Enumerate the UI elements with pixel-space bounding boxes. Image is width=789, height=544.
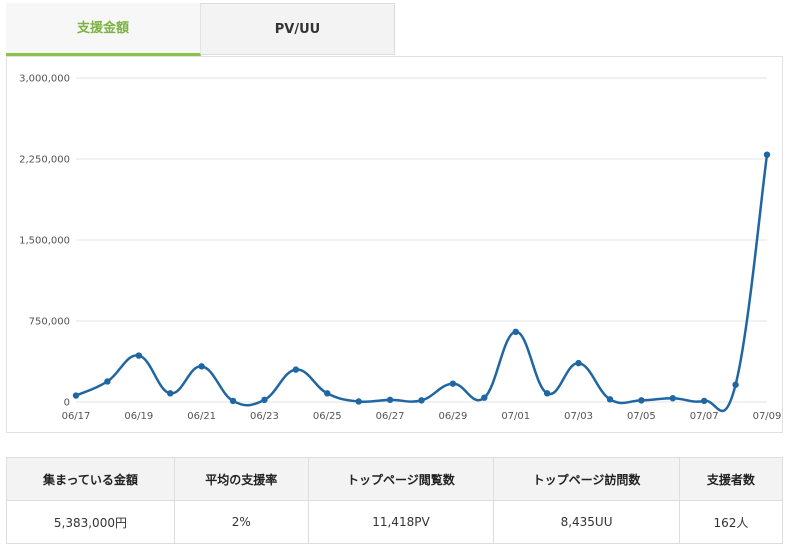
header-total-amount: 集まっている金額	[6, 457, 175, 501]
tab-pv-uu[interactable]: PV/UU	[201, 3, 395, 55]
data-point[interactable]	[292, 366, 300, 373]
data-point[interactable]	[606, 396, 614, 403]
x-tick-label: 06/25	[313, 411, 342, 422]
series-line	[75, 154, 769, 413]
y-tick-label: 3,000,000	[19, 74, 70, 85]
data-point[interactable]	[481, 394, 488, 401]
x-tick-label: 06/29	[438, 411, 467, 422]
tab-support-amount[interactable]: 支援金額	[6, 3, 201, 56]
x-tick-label: 07/03	[564, 411, 593, 422]
line-chart: 0 750,000 1,500,000 2,250,000 3,000,000 06/17…	[19, 74, 782, 423]
y-tick-label: 1,500,000	[19, 236, 70, 247]
header-supporters: 支援者数	[678, 457, 784, 501]
data-point[interactable]	[543, 390, 551, 397]
x-tick-label: 06/19	[124, 411, 153, 422]
x-tick-label: 06/27	[376, 411, 405, 422]
data-point[interactable]	[198, 363, 205, 370]
data-point[interactable]	[449, 380, 457, 387]
x-tick-label: 06/21	[187, 411, 216, 422]
x-tick-label: 06/23	[250, 411, 279, 422]
data-point[interactable]	[763, 151, 771, 158]
chart-panel: 0 750,000 1,500,000 2,250,000 3,000,000 06/17…	[6, 56, 783, 433]
header-page-views: トップページ閲覧数	[307, 457, 495, 501]
header-avg-rate: 平均の支援率	[173, 457, 309, 501]
stats-table: 集まっている金額 平均の支援率 トップページ閲覧数 トップページ訪問数 支援者数…	[6, 457, 784, 544]
x-tick-label: 07/05	[627, 411, 656, 422]
data-point[interactable]	[669, 395, 676, 402]
chart-tabs: 支援金額 PV/UU	[6, 3, 395, 56]
data-point[interactable]	[261, 396, 268, 404]
value-supporters: 162人	[678, 500, 784, 544]
y-tick-label: 0	[64, 398, 70, 409]
data-point[interactable]	[512, 328, 519, 335]
data-point[interactable]	[732, 381, 739, 388]
x-tick-label: 07/09	[753, 411, 782, 422]
header-unique-visits: トップページ訪問数	[493, 457, 680, 501]
y-tick-label: 750,000	[29, 317, 70, 328]
data-point[interactable]	[386, 396, 394, 404]
data-point[interactable]	[72, 392, 80, 399]
value-avg-rate: 2%	[173, 500, 309, 544]
value-unique-visits: 8,435UU	[493, 500, 680, 544]
data-point[interactable]	[135, 352, 143, 359]
data-point[interactable]	[638, 397, 645, 404]
data-point[interactable]	[229, 397, 237, 405]
x-tick-label: 07/01	[501, 411, 530, 422]
value-page-views: 11,418PV	[307, 500, 495, 544]
data-point[interactable]	[575, 359, 582, 367]
x-tick-label: 06/17	[62, 411, 91, 422]
stats-value-row: 5,383,000円 2% 11,418PV 8,435UU 162人	[6, 500, 784, 544]
data-point[interactable]	[355, 398, 362, 405]
data-point[interactable]	[104, 378, 111, 385]
data-point[interactable]	[700, 397, 708, 405]
value-total-amount: 5,383,000円	[6, 500, 175, 544]
x-tick-label: 07/07	[690, 411, 719, 422]
data-point[interactable]	[418, 397, 425, 404]
data-point[interactable]	[167, 390, 174, 397]
data-point[interactable]	[324, 390, 331, 397]
stats-header-row: 集まっている金額 平均の支援率 トップページ閲覧数 トップページ訪問数 支援者数	[6, 457, 784, 501]
y-tick-label: 2,250,000	[19, 155, 70, 166]
